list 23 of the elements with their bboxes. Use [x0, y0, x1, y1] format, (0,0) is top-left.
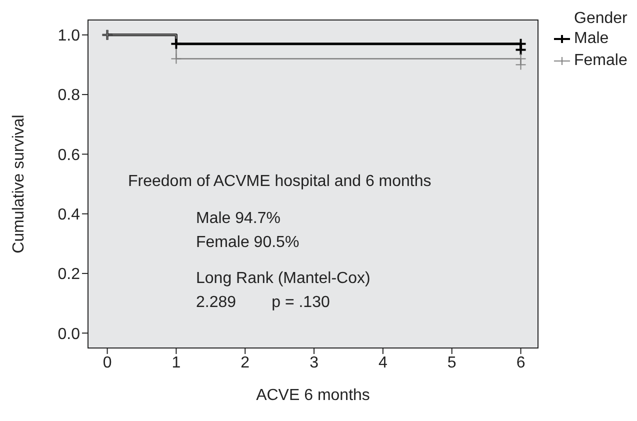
- y-tick-label: 1.0: [58, 28, 80, 45]
- annotation: Female 90.5%: [196, 234, 300, 252]
- y-tick-label: 0.6: [58, 146, 80, 164]
- annotation: Male 94.7%: [196, 210, 280, 228]
- legend-label: Female: [574, 52, 628, 70]
- annotation: Freedom of ACVME hospital and 6 months: [128, 173, 432, 191]
- y-tick-label: 0.0: [58, 326, 80, 343]
- y-tick-label: 0.2: [58, 266, 80, 284]
- y-tick-label: 0.4: [58, 206, 80, 224]
- x-tick-label: 6: [516, 354, 526, 372]
- y-axis-title: Cumulative survival: [10, 114, 28, 254]
- x-axis-title: ACVE 6 months: [256, 387, 370, 404]
- x-tick-label: 5: [447, 354, 456, 372]
- legend-label: Male: [574, 30, 609, 48]
- y-tick-label: 0.8: [58, 87, 80, 104]
- x-tick-label: 0: [102, 354, 112, 372]
- x-tick-label: 4: [378, 354, 388, 372]
- x-tick-label: 3: [310, 354, 319, 372]
- legend-title: Gender: [573, 10, 628, 28]
- annotation: 2.289 p = .130: [196, 294, 330, 312]
- x-tick-label: 1: [172, 354, 181, 372]
- annotation: Long Rank (Mantel-Cox): [196, 270, 370, 288]
- x-tick-label: 2: [240, 354, 250, 372]
